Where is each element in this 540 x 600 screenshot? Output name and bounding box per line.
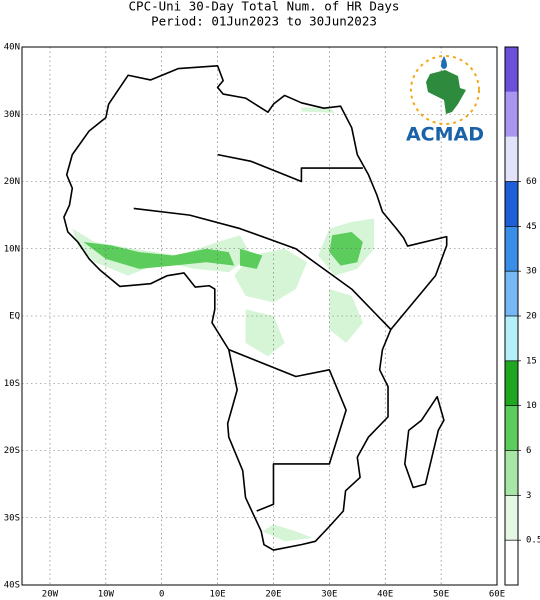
lon-tick-label: 50E xyxy=(433,590,449,600)
lat-tick-label: 30S xyxy=(4,513,20,523)
lat-tick-label: 20S xyxy=(4,446,20,456)
lat-tick-label: 40N xyxy=(4,43,20,53)
lon-tick-label: 20E xyxy=(265,590,281,600)
logo-text: ACMAD xyxy=(406,124,484,146)
colorbar-frame xyxy=(504,46,519,586)
lon-tick-label: 20W xyxy=(42,590,59,600)
lat-tick-label: 20N xyxy=(4,177,20,187)
colorbar-bin xyxy=(505,91,518,137)
lon-tick-label: 30E xyxy=(321,590,337,600)
coastline xyxy=(63,65,448,551)
rain-area xyxy=(262,524,313,542)
lat-tick-label: 10N xyxy=(4,244,20,254)
colorbar-label: 0.5 xyxy=(526,536,540,546)
colorbar-label: 45 xyxy=(526,222,537,232)
lat-tick-label: 30N xyxy=(4,110,20,120)
map-subtitle: Period: 01Jun2023 to 30Jun2023 xyxy=(151,14,377,29)
colorbar-bin xyxy=(505,360,518,406)
logo-drop xyxy=(441,56,447,69)
colorbar-label: 60 xyxy=(526,177,537,187)
colorbar-bin xyxy=(505,495,518,541)
colorbar-label: 6 xyxy=(526,446,531,456)
lon-tick-label: 60E xyxy=(489,590,505,600)
lon-tick-label: 0 xyxy=(159,590,164,600)
colorbar-bin xyxy=(505,136,518,182)
lat-tick-label: 10S xyxy=(4,379,20,389)
colorbar-bin xyxy=(505,316,518,361)
plot-frame xyxy=(21,46,498,586)
rain-area xyxy=(301,107,335,113)
rain-area-dense xyxy=(239,248,263,269)
colorbar-bin xyxy=(505,226,518,272)
colorbar-label: 30 xyxy=(526,267,537,277)
colorbar-label: 10 xyxy=(526,401,537,411)
colorbar-label: 20 xyxy=(526,312,537,322)
logo: ACMAD xyxy=(406,55,484,146)
colorbar-bin xyxy=(505,47,518,92)
lat-tick-label: EQ xyxy=(9,312,20,322)
colorbar-bin xyxy=(505,540,518,585)
colorbar-label: 3 xyxy=(526,491,531,501)
lon-tick-label: 10E xyxy=(209,590,225,600)
lon-tick-label: 40E xyxy=(377,590,393,600)
map-title: CPC-Uni 30-Day Total Num. of HR Days xyxy=(129,0,400,14)
rain-area xyxy=(245,309,285,357)
border xyxy=(217,153,363,183)
colorbar-bin xyxy=(505,450,518,496)
colorbar-bin xyxy=(505,405,518,451)
plot-area: 40N 30N 20N 10N EQ 10S 20S 30S 40S 20W 10W 0 10E 20E 3… xyxy=(4,43,505,600)
rain-area xyxy=(72,228,252,276)
border xyxy=(133,207,392,331)
lon-tick-label: 10W xyxy=(98,590,115,600)
border xyxy=(228,348,347,512)
colorbar: 0.5 3 6 10 15 20 30 45 60 xyxy=(504,46,540,586)
lat-tick-label: 40S xyxy=(4,581,20,591)
logo-sun xyxy=(410,55,480,125)
colorbar-label: 15 xyxy=(526,356,537,366)
colorbar-bin xyxy=(505,271,518,316)
colorbar-bin xyxy=(505,181,518,227)
coastline xyxy=(403,395,445,489)
logo-africa xyxy=(426,70,466,114)
